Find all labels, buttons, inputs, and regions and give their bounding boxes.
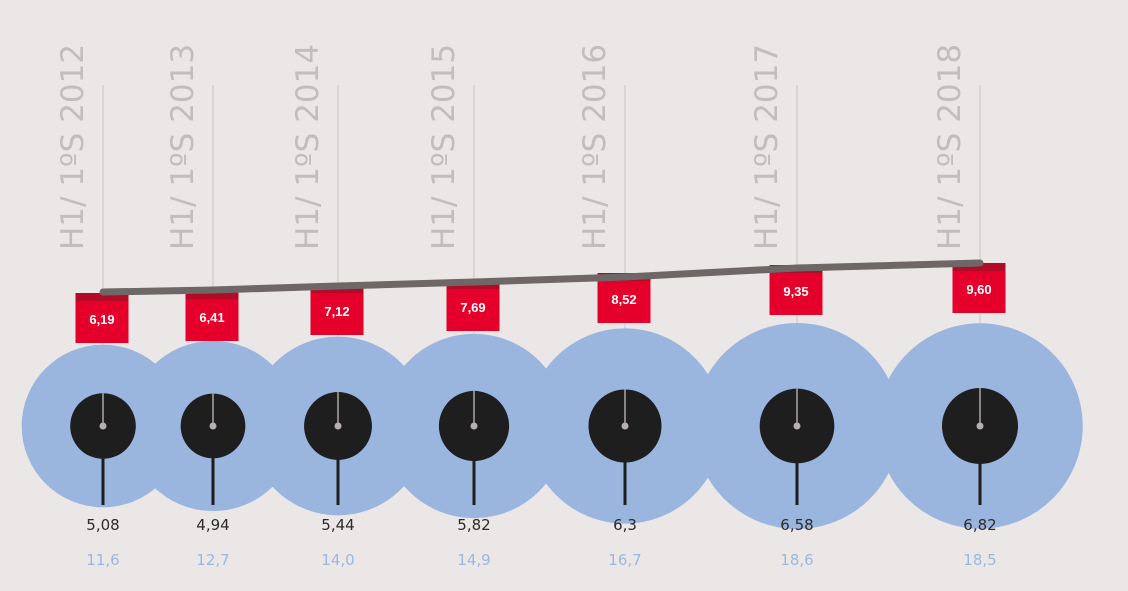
red-value-label: 8,52 — [611, 292, 636, 307]
outer-value-label: 14,0 — [321, 551, 354, 569]
red-value-box — [446, 281, 500, 331]
period-label: H1/ 1ºS 2014 — [290, 44, 326, 250]
outer-value-label: 16,7 — [608, 551, 641, 569]
outer-value-label: 14,9 — [457, 551, 490, 569]
outer-value-label: 18,6 — [780, 551, 813, 569]
period-label: H1/ 1ºS 2015 — [426, 44, 462, 250]
red-box-shadow — [185, 291, 239, 299]
center-dot — [99, 422, 107, 430]
period-label: H1/ 1ºS 2018 — [932, 44, 968, 250]
center-dot — [976, 422, 984, 430]
red-boxes: 6,19 6,41 7,12 7,69 8,52 9,35 9,60 — [75, 263, 1006, 343]
period-labels: H1/ 1ºS 2012 H1/ 1ºS 2013 H1/ 1ºS 2014 H1/ … — [55, 44, 968, 250]
center-dot — [621, 422, 629, 430]
red-value-label: 7,69 — [460, 300, 485, 315]
red-value-box — [597, 273, 651, 323]
red-value-label: 9,35 — [783, 284, 808, 299]
red-box-shadow — [75, 293, 129, 301]
stems — [99, 388, 984, 505]
value-labels: 5,08 11,6 4,94 12,7 5,44 14,0 5,82 14,9 6,3 16,7 6… — [86, 516, 996, 569]
inner-value-label: 5,08 — [86, 516, 119, 534]
red-value-box — [952, 263, 1006, 313]
period-label: H1/ 1ºS 2013 — [165, 44, 201, 250]
center-dot — [470, 422, 478, 430]
red-value-box — [769, 265, 823, 315]
inner-value-label: 5,44 — [321, 516, 354, 534]
inner-value-label: 4,94 — [196, 516, 229, 534]
red-box-shadow — [952, 263, 1006, 271]
guide-lines — [102, 85, 981, 426]
period-label: H1/ 1ºS 2017 — [749, 44, 785, 250]
inner-value-label: 6,3 — [613, 516, 637, 534]
center-dot — [334, 422, 342, 430]
red-value-label: 7,12 — [324, 304, 349, 319]
outer-value-label: 12,7 — [196, 551, 229, 569]
outer-value-label: 11,6 — [86, 551, 119, 569]
red-value-box — [185, 291, 239, 341]
inner-value-label: 6,58 — [780, 516, 813, 534]
red-value-label: 6,41 — [199, 310, 224, 325]
center-dot — [793, 422, 801, 430]
red-value-label: 6,19 — [89, 312, 114, 327]
outer-value-label: 18,5 — [963, 551, 996, 569]
period-label: H1/ 1ºS 2016 — [577, 44, 613, 250]
red-value-box — [310, 285, 364, 335]
trend-line — [99, 259, 984, 296]
center-dot — [209, 422, 217, 430]
inner-value-label: 6,82 — [963, 516, 996, 534]
period-label: H1/ 1ºS 2012 — [55, 44, 91, 250]
inner-value-label: 5,82 — [457, 516, 490, 534]
red-value-box — [75, 293, 129, 343]
red-value-label: 9,60 — [966, 282, 991, 297]
